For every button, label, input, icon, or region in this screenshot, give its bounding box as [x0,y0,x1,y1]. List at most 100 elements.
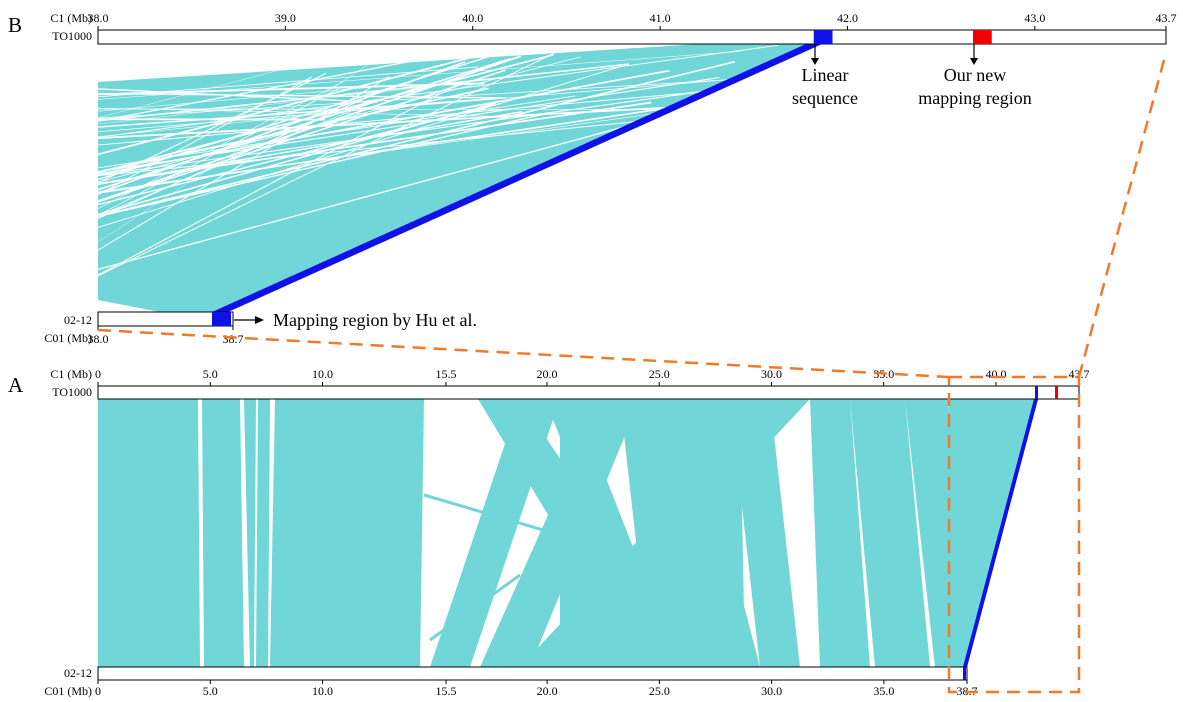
panel-b-gap-line [97,88,378,104]
panel-b-gap-line [97,61,735,217]
panel-a-thin-link [639,608,701,662]
panel-b-synteny-links [97,44,822,312]
panel-b-top-tick-label: 38.0 [88,11,109,25]
panel-a-bottom-blue-marker [963,667,966,680]
panel-a-ribbon-end [940,399,1034,667]
panel-b-gap-line [97,69,670,176]
hu-region-label: Mapping region by Hu et al. [273,310,477,330]
panel-b-linear-sequence-block [813,30,833,44]
panel-b-gap-line [97,101,652,185]
panel-a-top-tick-label: 10.0 [312,367,333,381]
panel-a-top-ticks: 0 5.0 10.0 15.5 20.0 25.0 30.0 35.0 40.0 43.7 [95,367,1090,386]
panel-a-bottom-tick-label: 0 [95,684,101,698]
linear-sequence-label-line1: Linear [802,65,849,85]
panel-a-ribbon-2 [244,399,256,667]
panel-a-top-chromosome-track [97,385,1080,400]
panel-a-ribbon-mid [620,399,700,667]
panel-b-gap-line [97,55,521,203]
panel-a: A C1 (Mb) TO1000 02-12 C01 (Mb) 0 5.0 10.0… [8,367,1090,698]
panel-b-bottom-tick-label: 38.0 [88,332,109,346]
panel-a-ribbon-0 [98,399,200,667]
panel-a-bottom-tick-label: 25.0 [649,684,670,698]
zoom-box [947,375,1081,694]
panel-b-gap-line [97,59,319,118]
panel-b-bottom-track-name: 02-12 [64,313,92,327]
panel-a-top-tick-label: 5.0 [203,367,218,381]
zoom-guides [97,59,1166,694]
panel-b-letter: B [8,13,22,37]
panel-a-top-tick-label: 40.0 [985,367,1006,381]
panel-b-bottom-ticks: 38.0 38.7 [88,326,244,346]
panel-b-gap-line [97,64,369,243]
panel-b-gap-line [97,121,338,173]
new-region-label-line2: mapping region [918,88,1031,108]
panel-b-bottom-axis-label: C01 (Mb) [44,331,92,345]
panel-b-top-tick-label: 43.7 [1156,11,1177,25]
panel-a-bottom-track-name: 02-12 [64,666,92,680]
panel-a-thin-links [423,493,701,662]
panel-b-top-tick-label: 43.0 [1024,11,1045,25]
panel-a-ribbon-mid [700,399,745,667]
panel-a-bottom-tick-label: 10.0 [312,684,333,698]
panel-b-gap-line [97,112,550,218]
panel-b-gap-line [97,102,496,216]
panel-b-gap-wedge [98,300,160,312]
panel-a-bottom-chromosome-track [97,666,968,681]
panel-a-ribbon-4 [270,399,424,667]
linear-sequence-arrowhead [811,58,819,65]
zoom-guide-right [1077,59,1166,378]
panel-b-gap-line [97,81,463,276]
panel-a-top-tick-label: 20.0 [536,367,557,381]
panel-b-synteny-band [98,44,822,312]
panel-a-top-tick-label: 15.5 [435,367,456,381]
panel-a-ribbon-mid [430,399,560,667]
panel-b-gap-line [97,99,378,217]
panel-a-ribbon-1 [202,399,244,667]
panel-b-linear-ribbon [212,44,822,312]
panel-b-gap-line [97,57,512,191]
panel-a-top-blue-marker [1035,386,1038,399]
new-region-arrowhead [970,58,978,65]
panel-b-new-mapping-block [973,30,992,44]
panel-b-gap-line [97,97,497,128]
panel-b-top-tick-label: 41.0 [650,11,671,25]
panel-a-ribbon-mid [850,399,930,667]
panel-a-synteny-links [98,399,1038,667]
panel-a-bottom-tick-label: 30.0 [761,684,782,698]
panel-b-gap-line [97,76,390,251]
panel-a-top-tick-label: 30.0 [761,367,782,381]
panel-b-gap-line [97,55,476,156]
panel-a-top-axis-label: C1 (Mb) [50,367,92,381]
panel-a-letter: A [8,373,24,397]
panel-a-ribbon-3 [256,399,270,667]
panel-b-top-axis-label: C1 (Mb) [50,11,92,25]
panel-b-gap-line [97,86,737,176]
panel-b-gap-line [97,44,779,138]
panel-b-gap-line [97,83,412,112]
panel-a-bottom-tick-label: 20.0 [537,684,558,698]
panel-b-gap-line [97,86,754,146]
panel-a-thin-link [429,573,521,642]
panel-a-bottom-tick-label: 35.0 [873,684,894,698]
linear-sequence-label-line2: sequence [792,88,858,108]
panel-a-bottom-ticks: 0 5.0 10.0 15.5 20.0 25.0 30.0 35.0 38.7 [95,680,978,698]
panel-b-gap-line [97,51,558,277]
panel-a-top-tick-label: 25.0 [649,367,670,381]
panel-b-top-chromosome-track [97,29,1167,45]
panel-b-top-track-name: TO1000 [52,29,92,43]
panel-a-thin-link [423,493,561,537]
panel-b-top-ticks: 38.0 39.0 40.0 41.0 42.0 43.0 43.7 [88,11,1177,30]
panel-a-top-red-marker [1055,386,1058,399]
panel-a-ribbon-mid [810,399,870,667]
panel-b-gap-line [97,66,620,228]
zoom-guide-left [97,328,949,379]
panel-b-bottom-tick-label: 38.7 [223,332,244,346]
panel-a-bottom-tick-label: 5.0 [203,684,218,698]
panel-a-blue-ribbon-top [963,399,1038,667]
hu-region-arrowhead [255,316,264,324]
panel-a-top-track-name: TO1000 [52,385,92,399]
panel-b-top-tick-label: 39.0 [275,11,296,25]
new-region-label-line1: Our new [944,65,1006,85]
panel-b-top-tick-label: 40.0 [462,11,483,25]
panel-a-bottom-tick-label: 15.5 [436,684,457,698]
